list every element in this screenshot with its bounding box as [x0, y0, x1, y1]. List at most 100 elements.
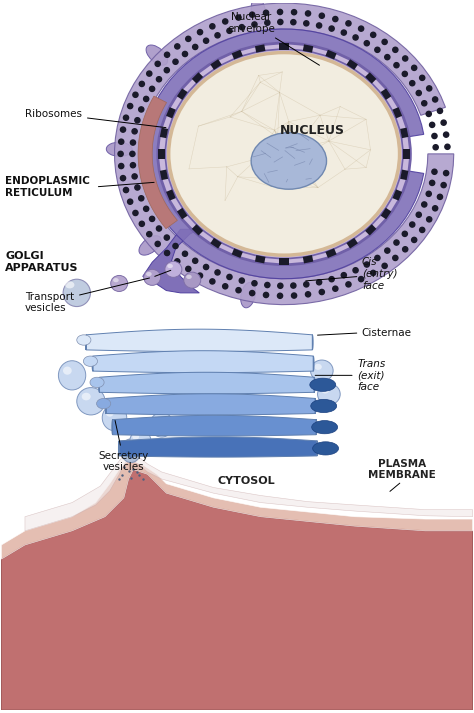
Ellipse shape: [83, 356, 98, 366]
Text: PLASMA
MEMBRANE: PLASMA MEMBRANE: [368, 458, 436, 481]
Polygon shape: [177, 88, 188, 100]
Circle shape: [265, 20, 270, 26]
Circle shape: [385, 248, 390, 253]
Circle shape: [410, 222, 415, 227]
Ellipse shape: [90, 377, 104, 388]
Circle shape: [120, 175, 126, 180]
Polygon shape: [346, 59, 358, 70]
Ellipse shape: [113, 278, 118, 282]
Polygon shape: [99, 372, 315, 394]
Ellipse shape: [165, 261, 182, 277]
Circle shape: [164, 235, 169, 240]
Polygon shape: [255, 255, 265, 263]
Circle shape: [173, 243, 178, 249]
Polygon shape: [166, 107, 176, 118]
Circle shape: [364, 262, 369, 267]
Text: ENDOPLASMIC
RETICULUM: ENDOPLASMIC RETICULUM: [5, 176, 90, 198]
Circle shape: [346, 21, 351, 26]
Ellipse shape: [167, 264, 173, 268]
Text: Transport
vesicles: Transport vesicles: [25, 278, 149, 313]
Circle shape: [419, 76, 425, 81]
Ellipse shape: [97, 399, 111, 409]
Circle shape: [156, 226, 162, 231]
Ellipse shape: [106, 409, 114, 416]
Circle shape: [120, 127, 126, 132]
Circle shape: [223, 284, 228, 289]
Circle shape: [123, 115, 128, 120]
Circle shape: [329, 277, 334, 282]
Polygon shape: [303, 44, 313, 53]
Circle shape: [149, 86, 155, 91]
Circle shape: [118, 139, 124, 144]
Circle shape: [419, 227, 425, 232]
Circle shape: [146, 71, 152, 76]
Circle shape: [123, 188, 128, 193]
Circle shape: [130, 163, 136, 168]
Circle shape: [402, 71, 407, 76]
Circle shape: [144, 96, 149, 101]
Circle shape: [438, 194, 443, 200]
Circle shape: [319, 13, 324, 19]
Circle shape: [182, 51, 188, 56]
Polygon shape: [325, 50, 337, 59]
Ellipse shape: [251, 0, 265, 24]
Circle shape: [139, 221, 145, 227]
Polygon shape: [166, 190, 176, 200]
Circle shape: [164, 52, 170, 57]
Text: NUCLEUS: NUCLEUS: [280, 124, 345, 137]
Polygon shape: [143, 29, 424, 279]
Circle shape: [198, 29, 202, 35]
Circle shape: [416, 212, 421, 217]
Circle shape: [156, 77, 162, 82]
Ellipse shape: [184, 272, 201, 288]
Ellipse shape: [144, 270, 161, 285]
Polygon shape: [92, 351, 314, 373]
Circle shape: [432, 133, 437, 138]
Circle shape: [130, 151, 135, 156]
Polygon shape: [365, 224, 376, 235]
Circle shape: [175, 43, 180, 49]
Polygon shape: [232, 248, 243, 258]
Circle shape: [402, 231, 407, 237]
Ellipse shape: [65, 282, 74, 288]
Polygon shape: [160, 128, 168, 138]
Polygon shape: [403, 149, 410, 158]
Circle shape: [422, 202, 427, 207]
Ellipse shape: [106, 143, 132, 156]
Polygon shape: [192, 224, 203, 235]
Circle shape: [304, 282, 309, 287]
Circle shape: [227, 29, 232, 34]
Circle shape: [393, 255, 398, 260]
Polygon shape: [1, 470, 473, 710]
Text: Secretory
vesicles: Secretory vesicles: [99, 421, 149, 472]
Ellipse shape: [102, 405, 127, 431]
Polygon shape: [105, 394, 316, 415]
Circle shape: [317, 279, 322, 285]
Ellipse shape: [146, 272, 152, 276]
Circle shape: [441, 183, 446, 188]
Circle shape: [139, 107, 144, 112]
Circle shape: [210, 279, 215, 284]
Circle shape: [402, 56, 408, 61]
Circle shape: [128, 103, 133, 108]
Ellipse shape: [165, 49, 403, 259]
Polygon shape: [392, 107, 402, 118]
Ellipse shape: [179, 62, 389, 246]
Circle shape: [149, 216, 155, 222]
Circle shape: [132, 174, 137, 179]
Circle shape: [441, 120, 446, 125]
Circle shape: [433, 97, 438, 102]
Circle shape: [192, 44, 198, 50]
Circle shape: [215, 270, 220, 275]
Circle shape: [144, 206, 149, 211]
Ellipse shape: [139, 236, 161, 255]
Circle shape: [135, 118, 140, 123]
Circle shape: [250, 12, 255, 17]
Polygon shape: [255, 44, 265, 53]
Polygon shape: [381, 88, 392, 100]
Polygon shape: [143, 230, 199, 293]
Circle shape: [433, 145, 438, 150]
Ellipse shape: [82, 393, 91, 401]
Circle shape: [277, 9, 283, 14]
Ellipse shape: [77, 388, 105, 415]
